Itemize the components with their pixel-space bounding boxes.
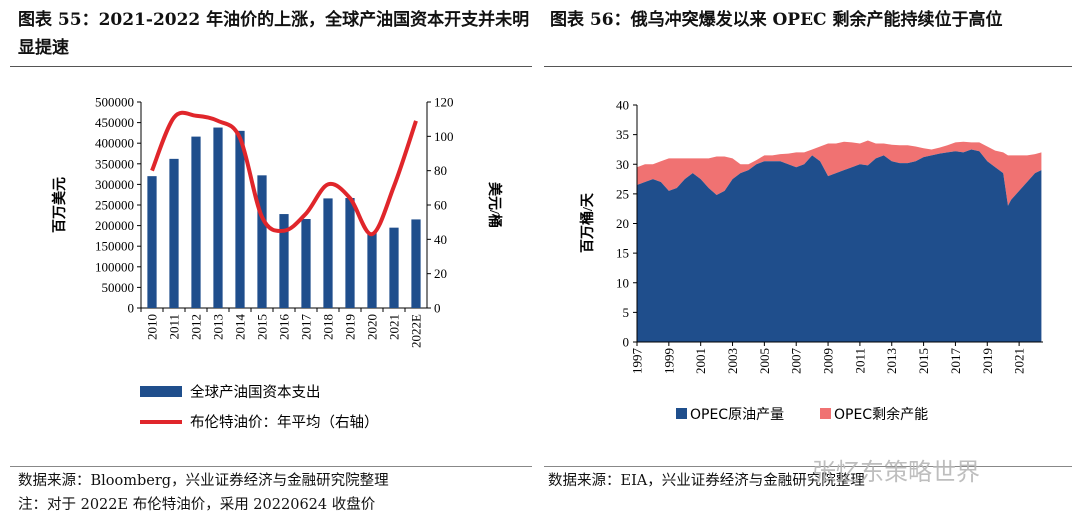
left-y-tick-label: 200000 bbox=[95, 218, 134, 233]
right-y-axis-title: 美元/桶 bbox=[486, 182, 503, 228]
x-tick-label: 1997 bbox=[630, 348, 645, 375]
x-tick-label: 2012 bbox=[189, 314, 204, 340]
right-footer-rule bbox=[544, 466, 1072, 467]
left-note-text: 注：对于 2022E 布伦特油价，采用 20220624 收盘价 bbox=[18, 497, 376, 513]
capex-bar bbox=[301, 219, 311, 308]
right-source-text: 数据来源：EIA，兴业证券经济与金融研究院整理 bbox=[548, 473, 865, 489]
legend-label-production: OPEC原油产量 bbox=[690, 407, 784, 423]
x-tick-label: 2020 bbox=[365, 314, 380, 340]
capex-bar bbox=[345, 197, 355, 308]
left-y-tick-label: 350000 bbox=[95, 156, 134, 171]
right-title-rule bbox=[544, 66, 1072, 67]
left-footer-rule bbox=[10, 466, 532, 467]
capex-bar bbox=[367, 232, 377, 308]
capex-oil-price-chart: 0 50000 100000 150000 200000 250000 300000 3500… bbox=[51, 95, 503, 432]
left-y-tick-label: 500000 bbox=[95, 95, 134, 110]
x-tick-label: 2016 bbox=[277, 314, 292, 341]
left-y-tick-label: 0 bbox=[128, 301, 135, 316]
right-panel-title: 图表 56：俄乌冲突爆发以来 OPEC 剩余产能持续位于高位 bbox=[550, 10, 1003, 30]
left-title-rule bbox=[10, 66, 532, 67]
x-tick-label: 2019 bbox=[980, 348, 995, 374]
x-tick-label: 2015 bbox=[255, 314, 270, 340]
x-tick-label: 2009 bbox=[821, 348, 836, 374]
y-tick-label: 5 bbox=[623, 305, 630, 320]
x-tick-label: 2021 bbox=[1012, 348, 1027, 374]
capex-bar bbox=[169, 158, 179, 308]
legend-label-spare: OPEC剩余产能 bbox=[834, 406, 928, 423]
x-tick-label: 2013 bbox=[884, 348, 899, 374]
capex-bar bbox=[213, 127, 223, 308]
x-tick-label: 2011 bbox=[852, 348, 867, 374]
capex-bar bbox=[411, 219, 421, 308]
y-axis-title: 百万桶/天 bbox=[579, 192, 596, 253]
capex-bar bbox=[235, 130, 245, 308]
capex-bar bbox=[191, 136, 201, 308]
capex-bar bbox=[279, 214, 289, 308]
x-tick-label: 2017 bbox=[948, 348, 963, 375]
left-y-tick-label: 50000 bbox=[102, 280, 135, 295]
right-y-tick-label: 40 bbox=[434, 232, 447, 247]
y-tick-label: 15 bbox=[616, 246, 629, 261]
x-tick-label: 2007 bbox=[789, 348, 804, 375]
x-tick-label: 2014 bbox=[233, 314, 248, 341]
legend-swatch-production bbox=[676, 408, 687, 419]
capex-bar bbox=[147, 176, 157, 308]
y-tick-label: 25 bbox=[616, 186, 629, 201]
x-tick-label: 2001 bbox=[693, 348, 708, 374]
capex-bar bbox=[257, 175, 267, 308]
y-tick-label: 30 bbox=[616, 157, 629, 172]
x-tick-label: 2005 bbox=[757, 348, 772, 374]
right-y-tick-label: 20 bbox=[434, 266, 447, 281]
y-tick-label: 40 bbox=[616, 98, 629, 113]
x-tick-label: 2015 bbox=[916, 348, 931, 374]
right-y-tick-label: 60 bbox=[434, 198, 447, 213]
left-panel-title: 图表 55：2021-2022 年油价的上涨，全球产油国资本开支并未明显提速 bbox=[18, 10, 530, 58]
x-tick-label: 2010 bbox=[145, 314, 160, 340]
watermark: 张忆东策略世界 bbox=[812, 458, 980, 486]
left-source-text: 数据来源：Bloomberg，兴业证券经济与金融研究院整理 bbox=[18, 473, 389, 489]
x-tick-label: 2022E bbox=[409, 314, 424, 348]
left-y-tick-label: 150000 bbox=[95, 239, 134, 254]
x-tick-label: 2019 bbox=[343, 314, 358, 340]
left-y-tick-label: 450000 bbox=[95, 115, 134, 130]
right-y-tick-label: 80 bbox=[434, 163, 447, 178]
x-tick-label: 2021 bbox=[387, 314, 402, 340]
left-y-tick-label: 250000 bbox=[95, 198, 134, 213]
y-tick-label: 10 bbox=[616, 275, 629, 290]
x-tick-label: 2017 bbox=[299, 314, 314, 341]
x-tick-label: 2003 bbox=[725, 348, 740, 374]
right-y-tick-label: 120 bbox=[434, 95, 454, 110]
legend-swatch-capex bbox=[140, 386, 182, 397]
opec-spare-area bbox=[637, 140, 1042, 206]
right-y-tick-label: 100 bbox=[434, 129, 454, 144]
opec-capacity-chart: 0 5 10 15 20 25 30 35 40 1997 1999 2001 2003 2005 2007… bbox=[579, 98, 1043, 423]
x-tick-label: 2018 bbox=[321, 314, 336, 340]
x-tick-label: 2013 bbox=[211, 314, 226, 340]
legend-swatch-spare bbox=[820, 408, 831, 419]
y-tick-label: 35 bbox=[616, 127, 629, 142]
x-tick-label: 1999 bbox=[661, 348, 676, 374]
right-y-tick-label: 0 bbox=[434, 301, 441, 316]
left-y-tick-label: 300000 bbox=[95, 177, 134, 192]
legend-label-capex: 全球产油国资本支出 bbox=[190, 383, 321, 401]
left-y-axis-title: 百万美元 bbox=[51, 177, 68, 233]
capex-bar bbox=[389, 227, 399, 308]
left-y-tick-label: 100000 bbox=[95, 259, 134, 274]
x-tick-label: 2011 bbox=[167, 314, 182, 340]
capex-bar bbox=[323, 198, 333, 308]
brent-price-line bbox=[150, 110, 418, 237]
legend-label-brent: 布伦特油价：年平均（右轴） bbox=[190, 414, 379, 431]
y-tick-label: 0 bbox=[623, 335, 630, 350]
opec-production-area bbox=[637, 149, 1042, 342]
left-y-tick-label: 400000 bbox=[95, 136, 134, 151]
y-tick-label: 20 bbox=[616, 216, 629, 231]
